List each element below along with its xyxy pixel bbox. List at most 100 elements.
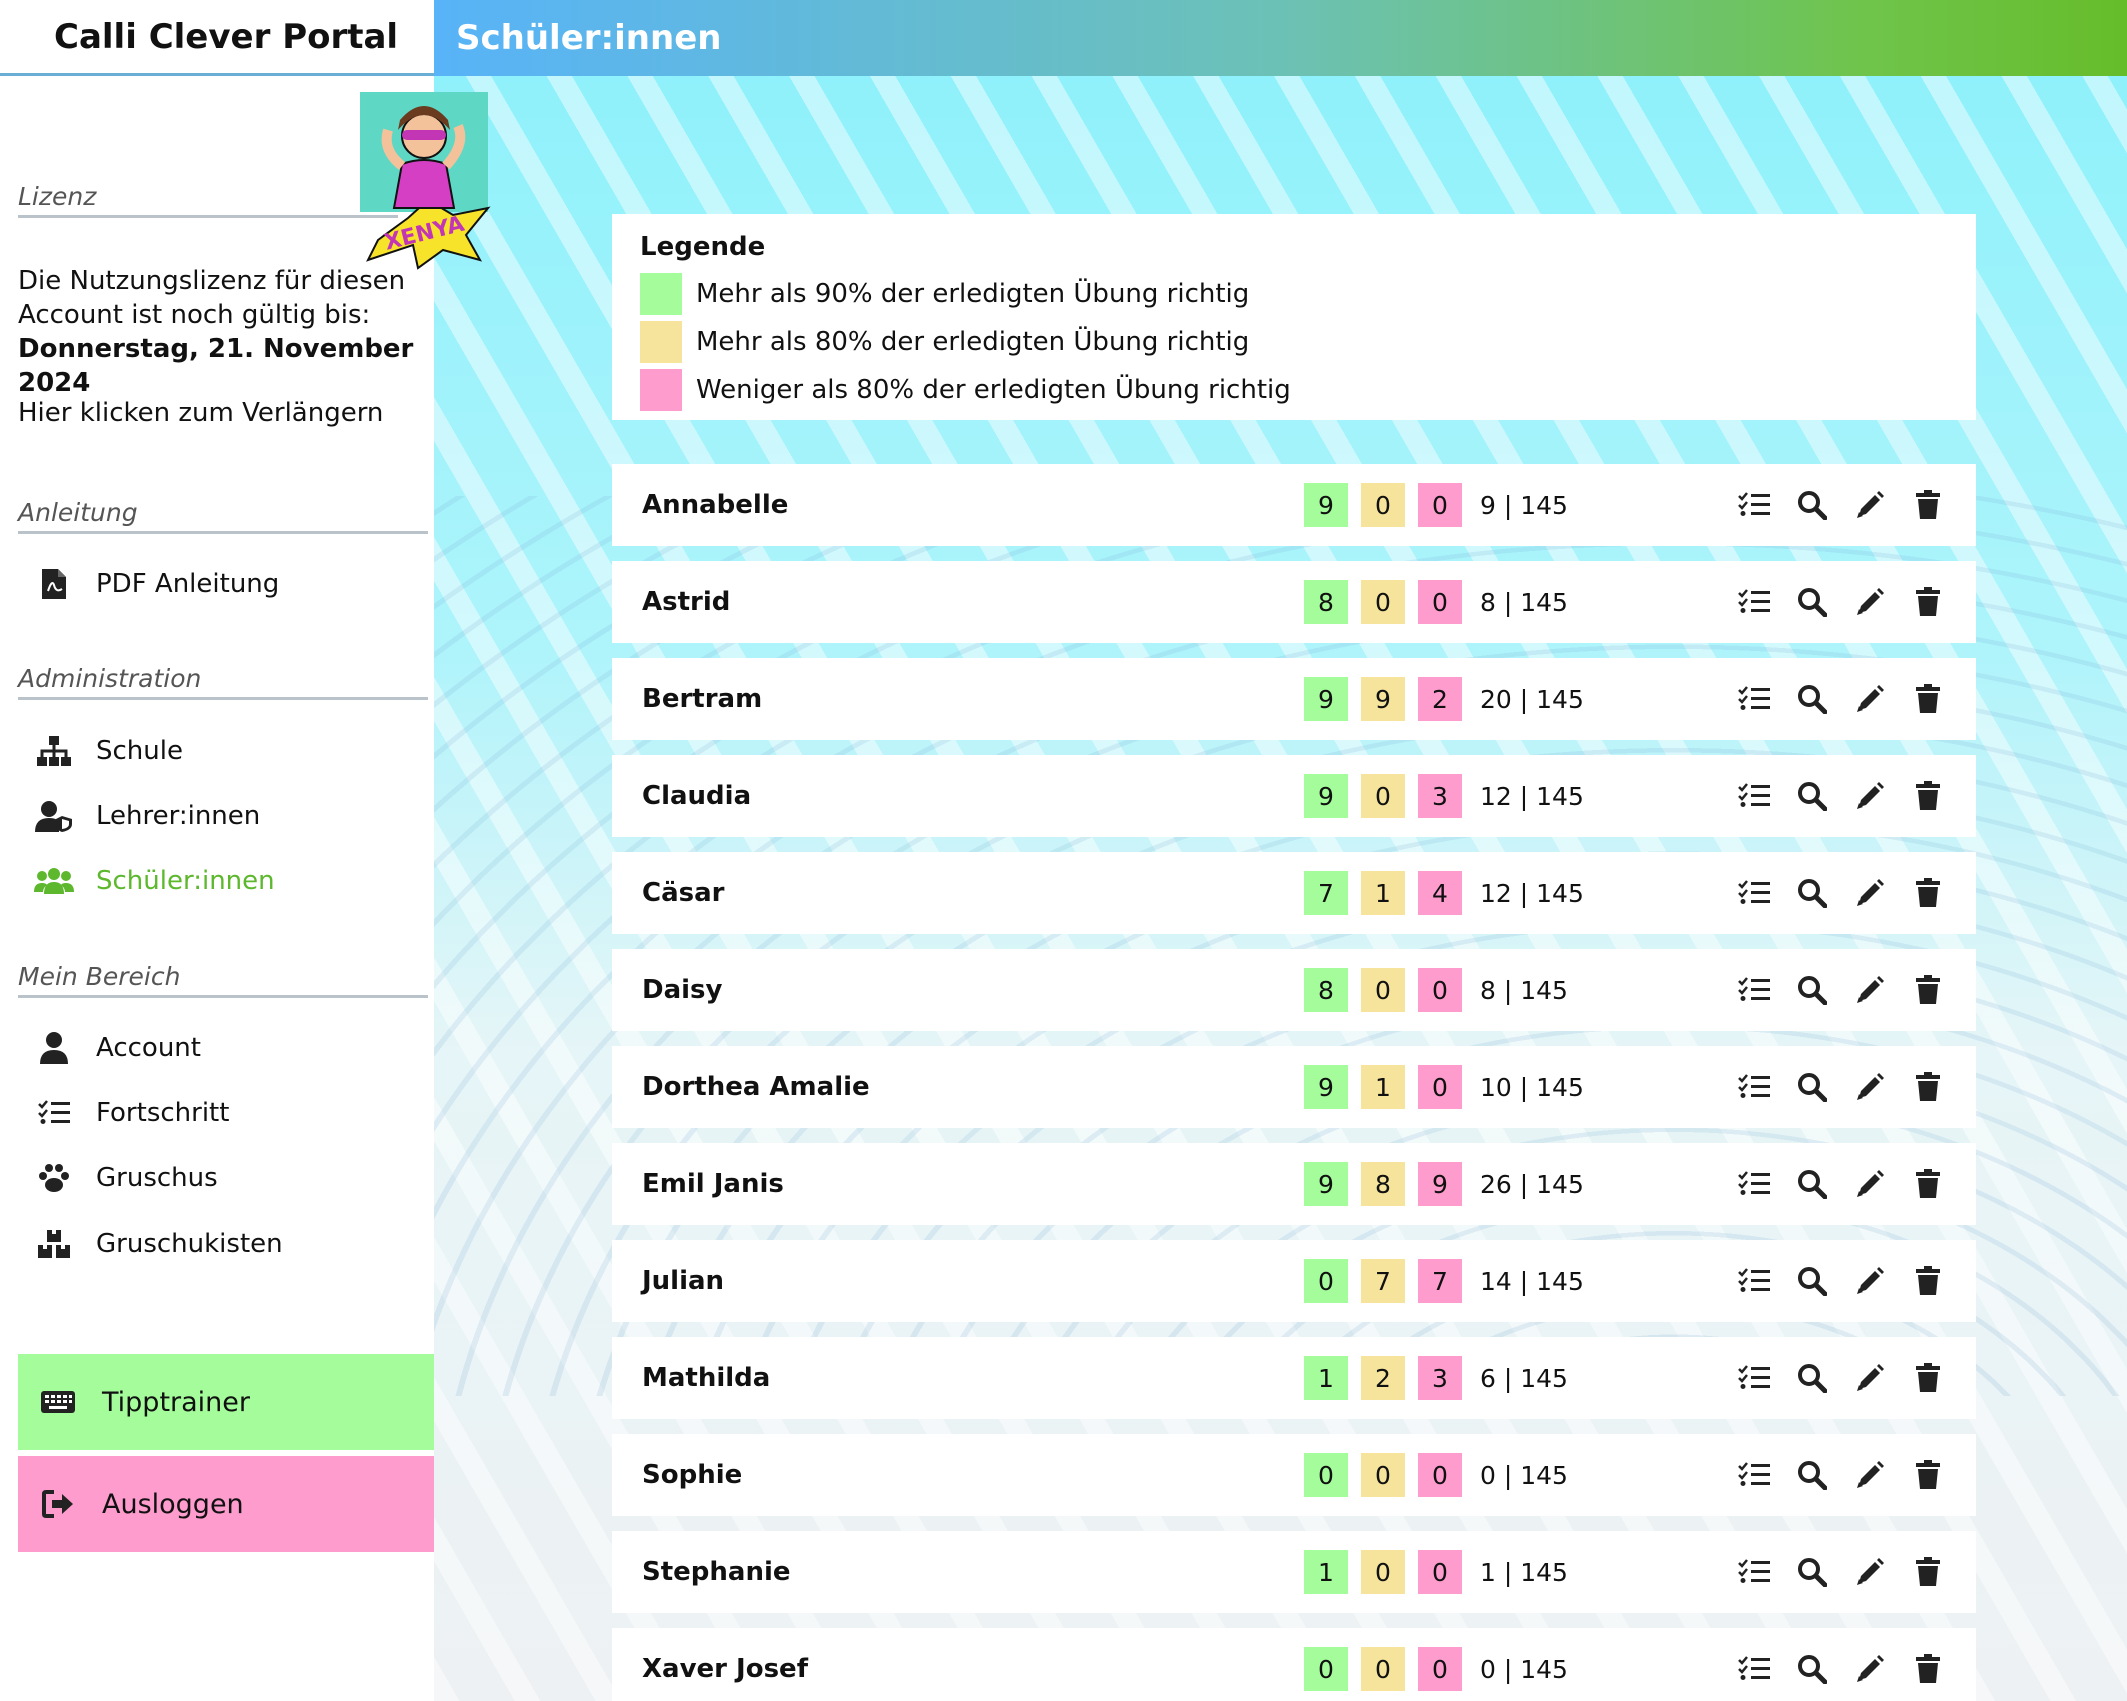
nav-item-school[interactable]: Schule — [30, 726, 183, 776]
nav-item-gruschus[interactable]: Gruschus — [30, 1153, 218, 1203]
badge-pink-count: 0 — [1418, 483, 1462, 527]
nav-item-label: Lehrer:innen — [96, 801, 261, 831]
exercise-score: 6 | 145 — [1480, 1363, 1568, 1393]
pencil-icon[interactable] — [1852, 681, 1888, 717]
list-check-icon[interactable] — [1736, 875, 1772, 911]
section-title-license: Lizenz — [18, 182, 398, 218]
pencil-icon[interactable] — [1852, 875, 1888, 911]
student-row: Daisy 8 0 0 8 | 145 — [612, 949, 1976, 1031]
search-icon[interactable] — [1794, 1457, 1830, 1493]
pencil-icon[interactable] — [1852, 1457, 1888, 1493]
badge-pink-count: 0 — [1418, 1647, 1462, 1691]
tipptrainer-label: Tipptrainer — [102, 1386, 250, 1418]
search-icon[interactable] — [1794, 1651, 1830, 1687]
section-title-my-area: Mein Bereich — [18, 962, 428, 998]
nav-item-progress[interactable]: Fortschritt — [30, 1088, 229, 1138]
search-icon[interactable] — [1794, 778, 1830, 814]
row-actions — [1736, 972, 1946, 1008]
keyboard-icon — [36, 1382, 80, 1422]
badge-green-count: 1 — [1304, 1550, 1348, 1594]
nav-item-students[interactable]: Schüler:innen — [30, 856, 275, 906]
pdf-icon — [30, 564, 78, 604]
pencil-icon[interactable] — [1852, 1651, 1888, 1687]
row-actions — [1736, 875, 1946, 911]
search-icon[interactable] — [1794, 1069, 1830, 1105]
nav-item-label: Gruschus — [96, 1163, 218, 1193]
nav-item-teachers[interactable]: Lehrer:innen — [30, 791, 260, 841]
search-icon[interactable] — [1794, 1263, 1830, 1299]
trash-icon[interactable] — [1910, 1554, 1946, 1590]
badge-pink-count: 2 — [1418, 677, 1462, 721]
trash-icon[interactable] — [1910, 1651, 1946, 1687]
legend-item-yellow: Mehr als 80% der erledigten Übung richti… — [640, 318, 1948, 366]
search-icon[interactable] — [1794, 1360, 1830, 1396]
license-date: Donnerstag, 21. November 2024 — [18, 334, 414, 398]
list-check-icon[interactable] — [1736, 1457, 1772, 1493]
list-check-icon[interactable] — [1736, 1651, 1772, 1687]
nav-item-gruschukisten[interactable]: Gruschukisten — [30, 1219, 283, 1269]
list-check-icon[interactable] — [1736, 972, 1772, 1008]
badge-pink-count: 3 — [1418, 774, 1462, 818]
pencil-icon[interactable] — [1852, 1166, 1888, 1202]
list-check-icon[interactable] — [1736, 1360, 1772, 1396]
list-check-icon[interactable] — [1736, 584, 1772, 620]
student-row: Cäsar 7 1 4 12 | 145 — [612, 852, 1976, 934]
list-check-icon[interactable] — [1736, 681, 1772, 717]
exercise-score: 14 | 145 — [1480, 1266, 1584, 1296]
boxes-icon — [30, 1224, 78, 1264]
nav-item-pdf-guide[interactable]: PDF Anleitung — [30, 559, 279, 609]
brand-title[interactable]: Calli Clever Portal — [0, 0, 434, 76]
student-row: Astrid 8 0 0 8 | 145 — [612, 561, 1976, 643]
trash-icon[interactable] — [1910, 778, 1946, 814]
student-name: Xaver Josef — [642, 1654, 809, 1684]
badge-green-count: 9 — [1304, 677, 1348, 721]
list-check-icon[interactable] — [1736, 1166, 1772, 1202]
search-icon[interactable] — [1794, 972, 1830, 1008]
badge-pink-count: 3 — [1418, 1356, 1462, 1400]
legend-panel: Legende Mehr als 90% der erledigten Übun… — [612, 214, 1976, 420]
pencil-icon[interactable] — [1852, 584, 1888, 620]
pencil-icon[interactable] — [1852, 1360, 1888, 1396]
student-row: Xaver Josef 0 0 0 0 | 145 — [612, 1628, 1976, 1701]
tipptrainer-button[interactable]: Tipptrainer — [18, 1354, 436, 1450]
pencil-icon[interactable] — [1852, 1554, 1888, 1590]
trash-icon[interactable] — [1910, 1360, 1946, 1396]
badge-yellow-count: 2 — [1361, 1356, 1405, 1400]
trash-icon[interactable] — [1910, 681, 1946, 717]
list-check-icon[interactable] — [1736, 1263, 1772, 1299]
badge-yellow-count: 0 — [1361, 580, 1405, 624]
pencil-icon[interactable] — [1852, 972, 1888, 1008]
pencil-icon[interactable] — [1852, 778, 1888, 814]
list-check-icon[interactable] — [1736, 1069, 1772, 1105]
pencil-icon[interactable] — [1852, 487, 1888, 523]
search-icon[interactable] — [1794, 681, 1830, 717]
row-actions — [1736, 1651, 1946, 1687]
list-check-icon[interactable] — [1736, 778, 1772, 814]
list-check-icon[interactable] — [1736, 487, 1772, 523]
trash-icon[interactable] — [1910, 1069, 1946, 1105]
search-icon[interactable] — [1794, 1166, 1830, 1202]
extend-license-link[interactable]: Hier klicken zum Verlängern — [18, 398, 384, 428]
nav-item-account[interactable]: Account — [30, 1023, 201, 1073]
nav-item-label: Account — [96, 1033, 201, 1063]
logout-button[interactable]: Ausloggen — [18, 1456, 436, 1552]
trash-icon[interactable] — [1910, 584, 1946, 620]
badge-pink-count: 0 — [1418, 1065, 1462, 1109]
search-icon[interactable] — [1794, 1554, 1830, 1590]
pencil-icon[interactable] — [1852, 1069, 1888, 1105]
trash-icon[interactable] — [1910, 972, 1946, 1008]
exercise-score: 8 | 145 — [1480, 975, 1568, 1005]
badge-yellow-count: 1 — [1361, 871, 1405, 915]
trash-icon[interactable] — [1910, 487, 1946, 523]
trash-icon[interactable] — [1910, 1457, 1946, 1493]
trash-icon[interactable] — [1910, 1263, 1946, 1299]
search-icon[interactable] — [1794, 584, 1830, 620]
search-icon[interactable] — [1794, 875, 1830, 911]
badge-pink-count: 4 — [1418, 871, 1462, 915]
search-icon[interactable] — [1794, 487, 1830, 523]
row-actions — [1736, 1360, 1946, 1396]
trash-icon[interactable] — [1910, 1166, 1946, 1202]
pencil-icon[interactable] — [1852, 1263, 1888, 1299]
trash-icon[interactable] — [1910, 875, 1946, 911]
list-check-icon[interactable] — [1736, 1554, 1772, 1590]
